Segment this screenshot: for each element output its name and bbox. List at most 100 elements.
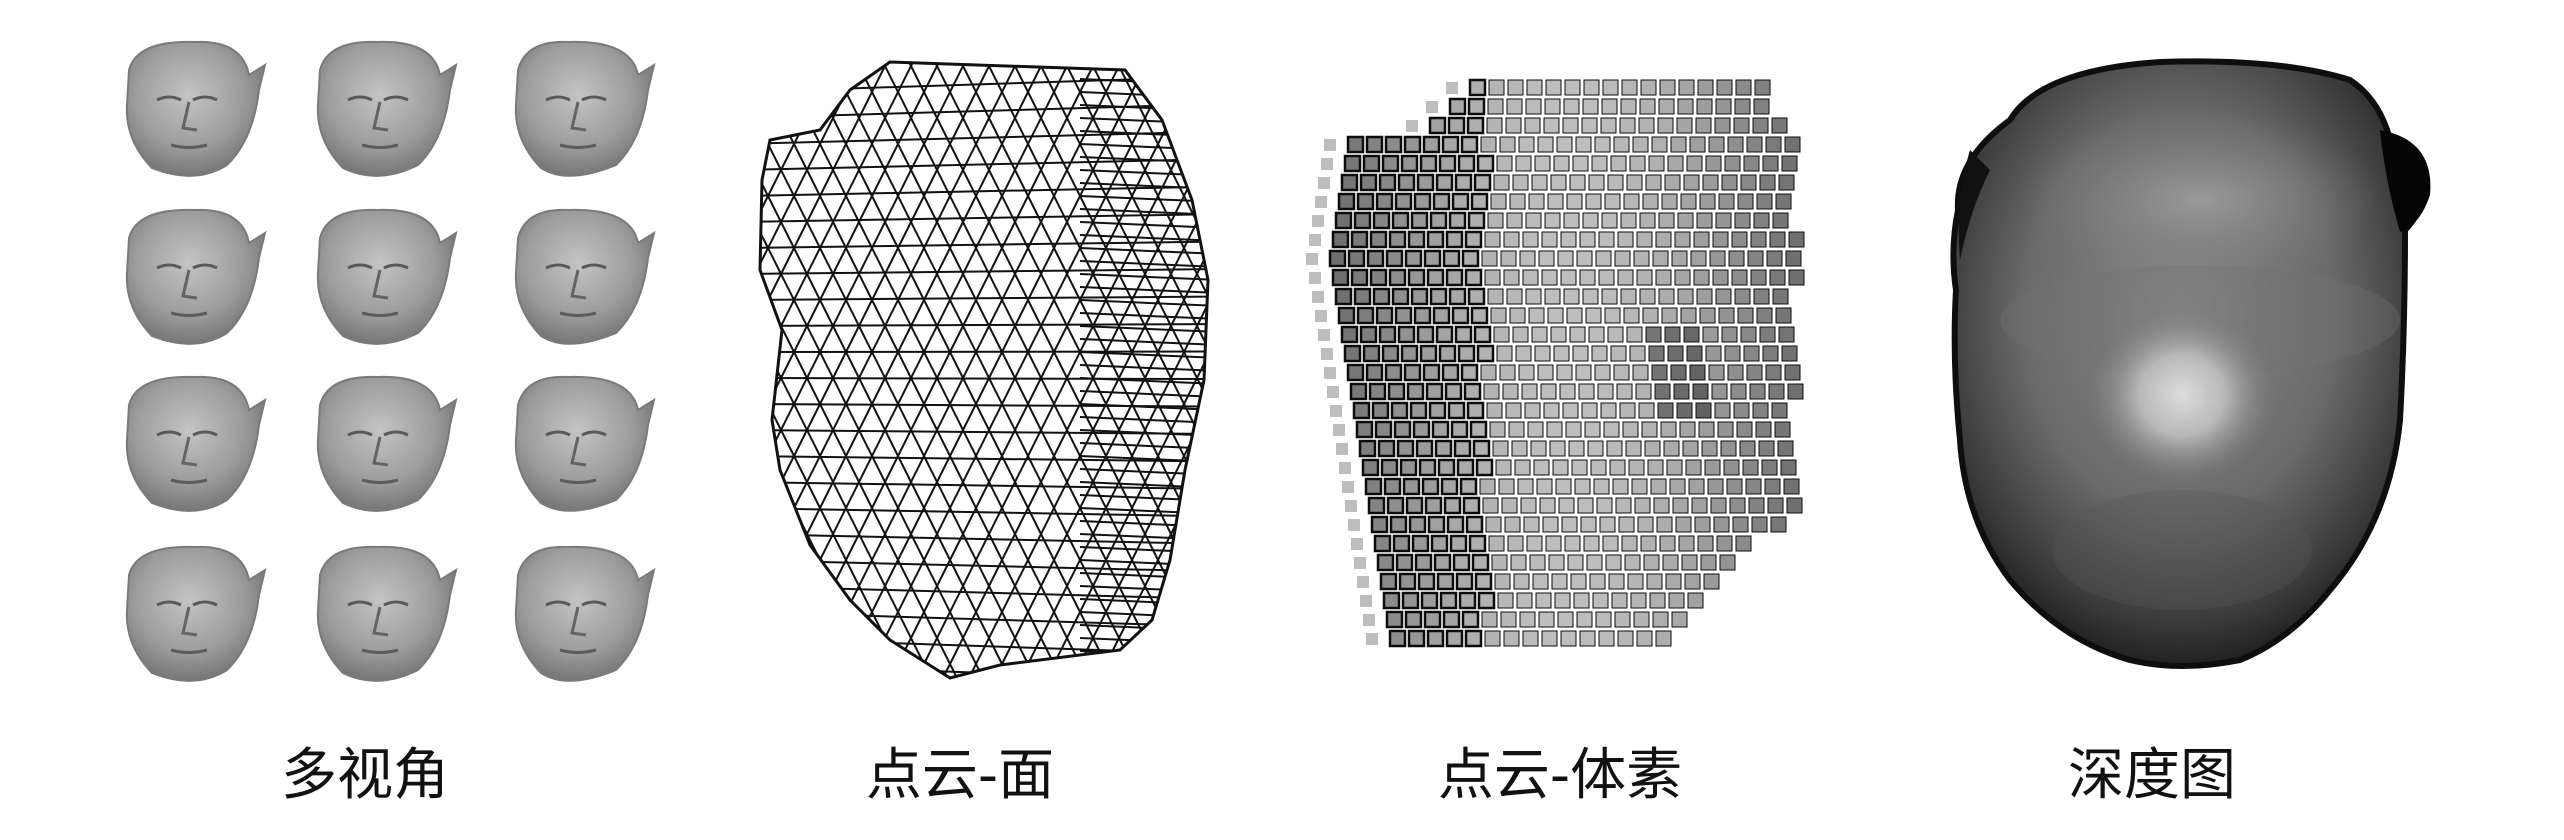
voxel-cube <box>1772 212 1789 229</box>
voxel-cube <box>1732 516 1749 533</box>
voxel-cube <box>1524 117 1541 134</box>
voxel-cube <box>1470 306 1489 325</box>
voxel-cube <box>1742 459 1759 476</box>
voxel-cube <box>1477 591 1496 610</box>
voxel-cube <box>1728 250 1745 267</box>
voxel-cube <box>1541 269 1558 286</box>
voxel-cube <box>1774 421 1791 438</box>
voxel-cube <box>1374 420 1393 439</box>
voxel-cube <box>1598 231 1615 248</box>
voxel-cube <box>1340 173 1359 192</box>
voxel-cube <box>1651 364 1668 381</box>
voxel-cube <box>1346 135 1365 154</box>
voxel-cube <box>1428 401 1447 420</box>
voxel-cube <box>1644 440 1661 457</box>
voxel-cube <box>1568 440 1585 457</box>
mesh-edge <box>931 62 1208 678</box>
voxel-cube <box>1460 363 1479 382</box>
voxel-cube <box>1550 174 1567 191</box>
mesh-edge <box>1061 62 1208 678</box>
voxel-cube <box>1697 79 1714 96</box>
voxel-cube <box>1581 402 1598 419</box>
voxel-cube <box>1753 98 1770 115</box>
voxel-cube <box>1441 363 1460 382</box>
voxel-cube <box>1419 154 1438 173</box>
voxel-cube <box>1519 250 1536 267</box>
voxel-cube <box>1467 97 1486 116</box>
voxel-cube <box>1457 344 1476 363</box>
voxel-cube <box>1495 459 1512 476</box>
mesh-edge <box>700 40 742 700</box>
voxel-cube <box>1655 630 1672 647</box>
voxel-cube <box>1549 440 1566 457</box>
voxel-cube <box>1476 154 1495 173</box>
voxel-cube <box>1712 231 1729 248</box>
voxel-cube <box>1445 230 1464 249</box>
voxel-cube <box>1731 231 1748 248</box>
mesh-edge <box>1079 117 1208 125</box>
voxel-cube <box>1576 611 1593 628</box>
mesh-edge <box>1157 62 1208 678</box>
mesh-edge <box>1236 40 1260 700</box>
mesh-edge <box>1079 351 1208 359</box>
voxel-cube <box>1520 497 1537 514</box>
voxel-cube <box>1605 554 1622 571</box>
voxel-cube <box>1461 249 1480 268</box>
voxel-cube <box>1705 155 1722 172</box>
voxel-cube <box>1690 250 1707 267</box>
voxel-cube <box>1617 231 1634 248</box>
voxel-cube <box>1505 402 1522 419</box>
voxel-cube <box>1359 325 1378 344</box>
voxel-cube <box>1460 135 1479 154</box>
voxel-cube <box>1740 326 1757 343</box>
mesh-edge <box>1079 221 1208 229</box>
caption-depth-map: 深度图 <box>2068 743 2236 808</box>
mesh-edge <box>879 62 1208 678</box>
voxel-cube <box>1339 462 1351 474</box>
voxel-cube <box>1377 439 1396 458</box>
voxel-cube <box>1410 211 1429 230</box>
voxel-cube <box>1676 117 1693 134</box>
voxel-cube <box>1615 497 1632 514</box>
voxel-cube <box>1639 212 1656 229</box>
voxel-cube <box>1745 478 1762 495</box>
voxel-cube <box>1620 212 1637 229</box>
voxel-cube <box>1575 364 1592 381</box>
mesh-edge <box>1079 325 1208 333</box>
voxel-cube <box>1714 117 1731 134</box>
voxel-cube <box>1391 287 1410 306</box>
mesh-edge <box>1079 169 1208 177</box>
voxel-cube <box>1430 534 1449 553</box>
voxel-cube <box>1392 534 1411 553</box>
voxel-cube <box>1506 288 1523 305</box>
voxel-cube <box>1743 345 1760 362</box>
voxel-cube <box>1361 458 1380 477</box>
voxel-cube <box>1596 497 1613 514</box>
mesh-edge <box>793 62 1125 678</box>
voxel-cube <box>1788 231 1805 248</box>
voxel-cube <box>1480 136 1497 153</box>
voxel-cube <box>1487 288 1504 305</box>
voxel-cube <box>1586 554 1603 571</box>
voxel-cube <box>1730 383 1747 400</box>
voxel-cube <box>1569 174 1586 191</box>
voxel-cube <box>1608 573 1625 590</box>
voxel-cube <box>1403 363 1422 382</box>
mesh-edge <box>1079 611 1208 619</box>
voxel-cube <box>1388 230 1407 249</box>
voxel-cube <box>1426 629 1445 648</box>
voxel-cube <box>1446 82 1458 94</box>
voxel-cube <box>1616 383 1633 400</box>
voxel-cube <box>1404 610 1423 629</box>
voxel-cube <box>1571 459 1588 476</box>
voxel-cube <box>1386 496 1405 515</box>
voxel-cube <box>1463 382 1482 401</box>
voxel-cube <box>1388 268 1407 287</box>
mesh-edge <box>700 40 734 700</box>
voxel-cube <box>1407 268 1426 287</box>
voxel-cube <box>1534 155 1551 172</box>
voxel-cube <box>1688 478 1705 495</box>
voxel-cube <box>1746 136 1763 153</box>
voxel-cube <box>1607 174 1624 191</box>
voxel-cube <box>1580 516 1597 533</box>
